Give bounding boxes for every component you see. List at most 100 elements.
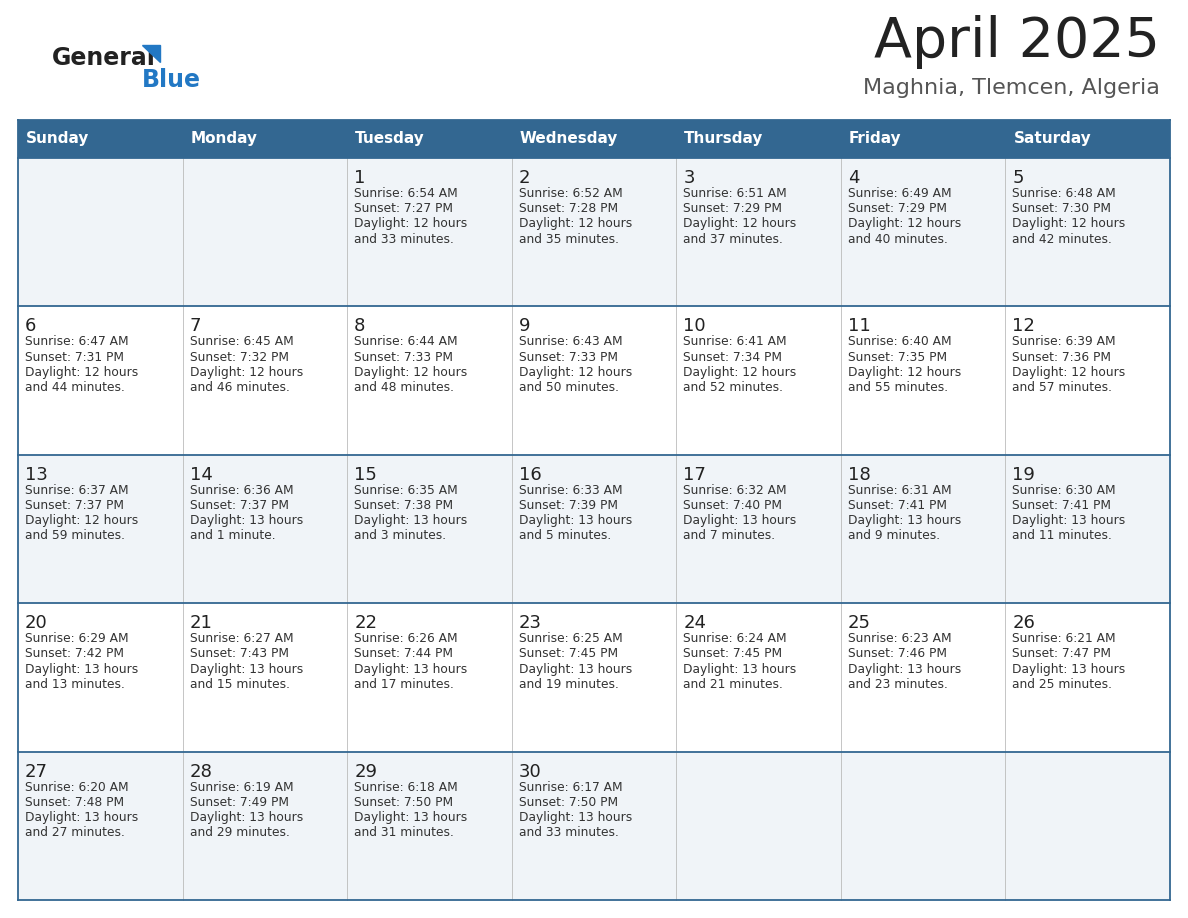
Text: 14: 14 [190, 465, 213, 484]
Text: and 46 minutes.: and 46 minutes. [190, 381, 290, 394]
Text: and 52 minutes.: and 52 minutes. [683, 381, 783, 394]
Text: Sunset: 7:37 PM: Sunset: 7:37 PM [190, 499, 289, 512]
Text: Sunrise: 6:25 AM: Sunrise: 6:25 AM [519, 633, 623, 645]
Text: Daylight: 13 hours: Daylight: 13 hours [1012, 514, 1126, 527]
Text: and 37 minutes.: and 37 minutes. [683, 232, 783, 246]
Text: 30: 30 [519, 763, 542, 780]
Text: Sunset: 7:36 PM: Sunset: 7:36 PM [1012, 351, 1112, 364]
Text: Sunset: 7:33 PM: Sunset: 7:33 PM [354, 351, 453, 364]
Text: Daylight: 12 hours: Daylight: 12 hours [519, 218, 632, 230]
Text: 20: 20 [25, 614, 48, 633]
Text: and 21 minutes.: and 21 minutes. [683, 677, 783, 691]
Text: Daylight: 13 hours: Daylight: 13 hours [354, 663, 467, 676]
Text: Sunrise: 6:45 AM: Sunrise: 6:45 AM [190, 335, 293, 349]
Text: and 29 minutes.: and 29 minutes. [190, 826, 290, 839]
Text: and 7 minutes.: and 7 minutes. [683, 530, 776, 543]
Text: Sunrise: 6:44 AM: Sunrise: 6:44 AM [354, 335, 457, 349]
Text: Wednesday: Wednesday [519, 131, 618, 147]
Text: Daylight: 12 hours: Daylight: 12 hours [683, 218, 796, 230]
Text: Sunrise: 6:41 AM: Sunrise: 6:41 AM [683, 335, 786, 349]
Text: and 5 minutes.: and 5 minutes. [519, 530, 611, 543]
Text: Daylight: 12 hours: Daylight: 12 hours [1012, 365, 1126, 379]
Text: Sunrise: 6:21 AM: Sunrise: 6:21 AM [1012, 633, 1116, 645]
Text: Daylight: 12 hours: Daylight: 12 hours [190, 365, 303, 379]
Text: Daylight: 13 hours: Daylight: 13 hours [683, 514, 796, 527]
Text: Sunrise: 6:54 AM: Sunrise: 6:54 AM [354, 187, 457, 200]
Text: Sunset: 7:29 PM: Sunset: 7:29 PM [683, 202, 782, 215]
Text: Sunrise: 6:39 AM: Sunrise: 6:39 AM [1012, 335, 1116, 349]
Bar [18, 307, 1170, 454]
Text: Sunset: 7:29 PM: Sunset: 7:29 PM [848, 202, 947, 215]
Text: 12: 12 [1012, 318, 1035, 335]
Text: Sunset: 7:44 PM: Sunset: 7:44 PM [354, 647, 453, 660]
Text: 21: 21 [190, 614, 213, 633]
Text: Sunrise: 6:31 AM: Sunrise: 6:31 AM [848, 484, 952, 497]
Bar [18, 454, 1170, 603]
Text: Sunrise: 6:26 AM: Sunrise: 6:26 AM [354, 633, 457, 645]
Text: Daylight: 13 hours: Daylight: 13 hours [354, 811, 467, 824]
Text: and 57 minutes.: and 57 minutes. [1012, 381, 1112, 394]
Text: Sunset: 7:41 PM: Sunset: 7:41 PM [848, 499, 947, 512]
Text: Sunset: 7:42 PM: Sunset: 7:42 PM [25, 647, 124, 660]
Text: 25: 25 [848, 614, 871, 633]
Text: 4: 4 [848, 169, 859, 187]
Text: Sunrise: 6:29 AM: Sunrise: 6:29 AM [25, 633, 128, 645]
Polygon shape [143, 45, 160, 62]
Text: Daylight: 13 hours: Daylight: 13 hours [190, 514, 303, 527]
Bar [18, 752, 1170, 900]
Text: Daylight: 12 hours: Daylight: 12 hours [25, 365, 138, 379]
Text: Sunrise: 6:27 AM: Sunrise: 6:27 AM [190, 633, 293, 645]
Text: Sunset: 7:45 PM: Sunset: 7:45 PM [683, 647, 783, 660]
Text: Sunset: 7:47 PM: Sunset: 7:47 PM [1012, 647, 1112, 660]
Text: Sunset: 7:43 PM: Sunset: 7:43 PM [190, 647, 289, 660]
Text: 13: 13 [25, 465, 48, 484]
Text: and 17 minutes.: and 17 minutes. [354, 677, 454, 691]
Text: Saturday: Saturday [1013, 131, 1092, 147]
Text: Sunset: 7:49 PM: Sunset: 7:49 PM [190, 796, 289, 809]
Text: and 40 minutes.: and 40 minutes. [848, 232, 948, 246]
Text: Sunrise: 6:33 AM: Sunrise: 6:33 AM [519, 484, 623, 497]
Text: Daylight: 12 hours: Daylight: 12 hours [1012, 218, 1126, 230]
Text: Daylight: 13 hours: Daylight: 13 hours [519, 663, 632, 676]
Text: and 1 minute.: and 1 minute. [190, 530, 276, 543]
Text: Sunrise: 6:49 AM: Sunrise: 6:49 AM [848, 187, 952, 200]
Text: Sunset: 7:40 PM: Sunset: 7:40 PM [683, 499, 782, 512]
Text: Daylight: 13 hours: Daylight: 13 hours [190, 663, 303, 676]
Text: Daylight: 12 hours: Daylight: 12 hours [25, 514, 138, 527]
Text: and 31 minutes.: and 31 minutes. [354, 826, 454, 839]
Text: and 19 minutes.: and 19 minutes. [519, 677, 619, 691]
Text: and 25 minutes.: and 25 minutes. [1012, 677, 1112, 691]
Text: Sunset: 7:31 PM: Sunset: 7:31 PM [25, 351, 124, 364]
Text: 16: 16 [519, 465, 542, 484]
Bar [18, 603, 1170, 752]
Text: and 33 minutes.: and 33 minutes. [519, 826, 619, 839]
Text: Daylight: 13 hours: Daylight: 13 hours [519, 514, 632, 527]
Text: 22: 22 [354, 614, 377, 633]
Text: 6: 6 [25, 318, 37, 335]
Text: Sunrise: 6:24 AM: Sunrise: 6:24 AM [683, 633, 786, 645]
Text: and 13 minutes.: and 13 minutes. [25, 677, 125, 691]
Text: Sunset: 7:39 PM: Sunset: 7:39 PM [519, 499, 618, 512]
Text: Sunrise: 6:20 AM: Sunrise: 6:20 AM [25, 780, 128, 793]
Text: Daylight: 13 hours: Daylight: 13 hours [25, 811, 138, 824]
Text: Daylight: 12 hours: Daylight: 12 hours [354, 218, 467, 230]
Text: Sunset: 7:27 PM: Sunset: 7:27 PM [354, 202, 453, 215]
Text: Sunset: 7:48 PM: Sunset: 7:48 PM [25, 796, 124, 809]
Text: 19: 19 [1012, 465, 1035, 484]
Text: Daylight: 12 hours: Daylight: 12 hours [354, 365, 467, 379]
Text: Daylight: 13 hours: Daylight: 13 hours [25, 663, 138, 676]
Text: Monday: Monday [190, 131, 258, 147]
Text: Sunrise: 6:40 AM: Sunrise: 6:40 AM [848, 335, 952, 349]
Text: Sunrise: 6:18 AM: Sunrise: 6:18 AM [354, 780, 457, 793]
Text: and 3 minutes.: and 3 minutes. [354, 530, 447, 543]
Text: Tuesday: Tuesday [355, 131, 425, 147]
Text: 3: 3 [683, 169, 695, 187]
Text: and 27 minutes.: and 27 minutes. [25, 826, 125, 839]
Text: 1: 1 [354, 169, 366, 187]
Text: 11: 11 [848, 318, 871, 335]
Text: Sunrise: 6:43 AM: Sunrise: 6:43 AM [519, 335, 623, 349]
Text: Sunset: 7:50 PM: Sunset: 7:50 PM [519, 796, 618, 809]
Text: April 2025: April 2025 [874, 15, 1159, 69]
Text: Sunset: 7:50 PM: Sunset: 7:50 PM [354, 796, 454, 809]
Text: Sunrise: 6:30 AM: Sunrise: 6:30 AM [1012, 484, 1116, 497]
